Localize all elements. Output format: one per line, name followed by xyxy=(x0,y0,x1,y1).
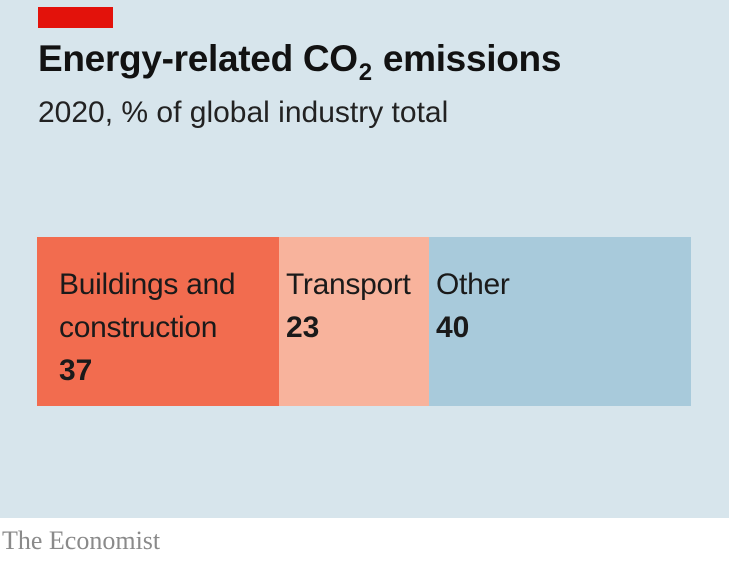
accent-tag xyxy=(38,7,113,28)
chart-subtitle: 2020, % of global industry total xyxy=(38,96,449,129)
chart-panel: Energy-related CO2 emissions 2020, % of … xyxy=(0,0,729,518)
value-label: 40 xyxy=(436,311,470,344)
bar-segment-1 xyxy=(37,237,279,406)
title-subscript: 2 xyxy=(358,59,372,86)
title-main: Energy-related CO xyxy=(38,38,358,79)
bar-segment-label-2: Transport 23 xyxy=(286,263,411,349)
category-label: Buildings and xyxy=(59,268,236,301)
bar-segment-2 xyxy=(279,237,429,406)
value-label: 23 xyxy=(286,311,320,344)
category-label: construction xyxy=(59,311,218,344)
bar-segment-3 xyxy=(429,237,691,406)
category-label: Transport xyxy=(286,268,411,301)
value-label: 37 xyxy=(59,354,93,387)
bar-segment-label-1: Buildings and construction 37 xyxy=(59,263,236,392)
stacked-bar-chart: Buildings and construction 37 Transport 23 Ot… xyxy=(37,237,691,406)
bar-segment-label-3: Other 40 xyxy=(436,263,510,349)
title-tail: emissions xyxy=(372,38,562,79)
category-label: Other xyxy=(436,268,510,301)
source-credit: The Economist xyxy=(2,526,161,555)
chart-title: Energy-related CO2 emissions xyxy=(38,38,562,86)
